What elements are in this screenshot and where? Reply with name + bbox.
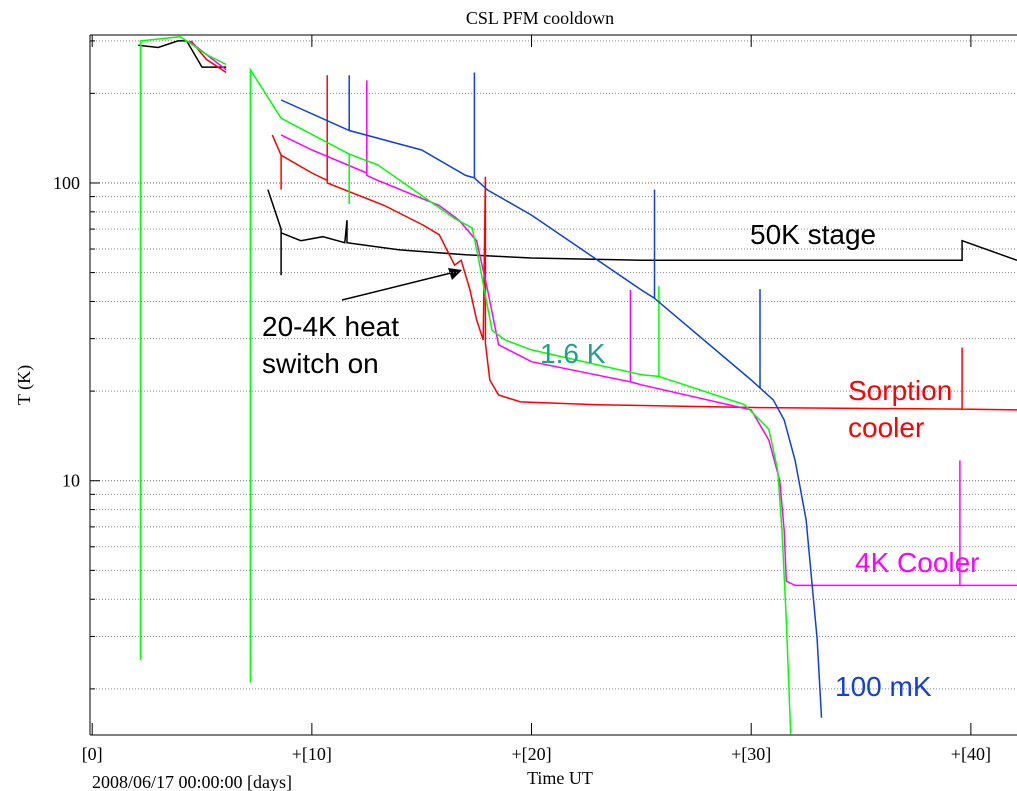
annotation: 20-4K heat: [262, 311, 399, 342]
annotation-arrow: [341, 271, 456, 301]
chart-title: CSL PFM cooldown: [466, 8, 614, 28]
x-tick-label: +[30]: [731, 744, 771, 764]
series-line: [280, 72, 823, 718]
y-tick-label: 10: [62, 471, 80, 491]
arrow-head: [448, 268, 462, 280]
annotation: cooler: [848, 412, 924, 443]
x-tick-label: [0]: [82, 744, 103, 764]
x-axis-label: Time UT: [527, 768, 593, 788]
series-line: [139, 35, 792, 735]
y-axis-label: T (K): [14, 365, 35, 405]
x-tick-label: +[10]: [292, 744, 332, 764]
annotation: 100 mK: [835, 671, 932, 702]
annotation: 4K Cooler: [855, 547, 980, 578]
y-tick-label: 100: [53, 173, 80, 193]
x-axis-sublabel: 2008/06/17 00:00:00 [days]: [92, 772, 292, 791]
annotation: Sorption: [848, 375, 952, 406]
x-tick-label: +[40]: [951, 744, 991, 764]
x-tick-label: +[20]: [511, 744, 551, 764]
annotation: switch on: [262, 348, 379, 379]
annotation: 50K stage: [750, 219, 876, 250]
annotation: 1.6 K: [540, 338, 606, 369]
series-line: [138, 40, 1017, 276]
